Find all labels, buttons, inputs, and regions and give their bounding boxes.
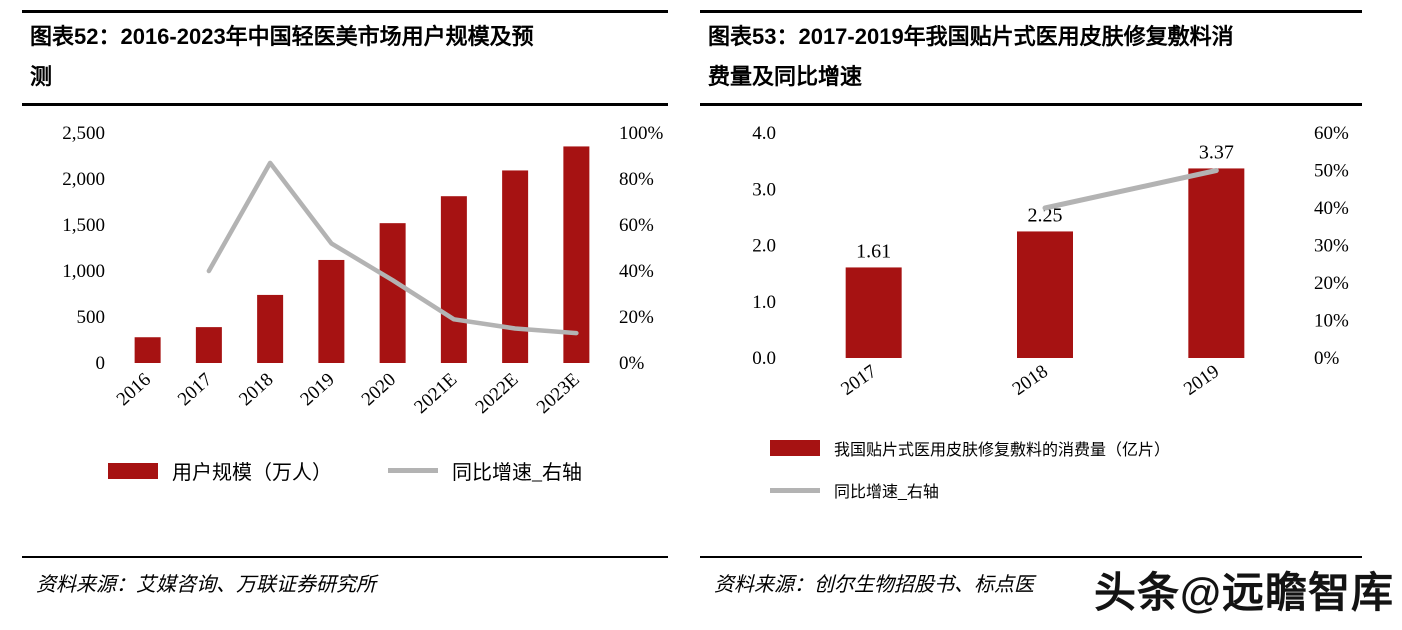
bar [379,223,406,363]
y-right-tick: 20% [1314,273,1349,294]
figure52-title-line2: 测 [30,64,53,89]
figure53-title-line2: 费量及同比增速 [708,64,863,89]
figure53-legend-bar-label: 我国贴片式医用皮肤修复敷料的消费量（亿片） [834,442,1171,459]
growth-rate-line [1042,168,1219,211]
y-left-tick: 0.0 [752,348,776,369]
bar [440,196,467,363]
x-tick: 2022E [472,369,523,418]
figure53-legend: 我国贴片式医用皮肤修复敷料的消费量（亿片） 同比增速_右轴 [770,436,1362,502]
bar-series-swatch [108,462,158,479]
bar [502,170,529,363]
figure53-title: 图表53：2017-2019年我国贴片式医用皮肤修复敷料消 费量及同比增速 [700,13,1362,103]
y-left-tick: 1,500 [62,215,105,236]
line-series-swatch [388,468,438,473]
watermark: 头条@远瞻智库 [1094,569,1394,616]
growth-rate-line [206,160,579,336]
y-right-tick: 100% [619,123,664,144]
y-left-tick: 4.0 [752,123,776,144]
figure52-source: 资料来源：艾媒咨询、万联证券研究所 [36,574,376,596]
y-left-tick: 2,000 [62,169,105,190]
x-tick: 2023E [533,369,584,418]
y-right-tick: 20% [619,307,654,328]
x-tick: 2017 [174,369,216,410]
figure53-legend-line-item: 同比增速_右轴 [770,478,1362,502]
figure52-title-line1: 图表52：2016-2023年中国轻医美市场用户规模及预 [30,24,534,49]
bar [257,294,284,363]
figure53-chart: 0.0 1.0 2.0 3.0 4.0 0% 10% 20% 30% 40% 50% 60% 2017 2… [752,123,1349,400]
y-right-tick: 60% [619,215,654,236]
x-tick: 2018 [1009,361,1052,400]
y-right-tick: 60% [1314,123,1349,144]
x-tick: 2016 [113,369,155,410]
figure52-chart: 0 500 1,000 1,500 2,000 2,500 0% 20% 40% 60% 80% 10… [62,123,664,418]
bar [845,267,902,358]
x-tick: 2019 [1180,361,1223,400]
figure53-title-rule [700,103,1362,106]
x-tick: 2020 [358,369,400,410]
y-right-tick: 80% [619,169,654,190]
figure52-footer: 资料来源：艾媒咨询、万联证券研究所 [22,556,668,597]
y-right-tick: 40% [619,261,654,282]
y-left-tick: 2.0 [752,236,776,257]
figure53-panel: 图表53：2017-2019年我国贴片式医用皮肤修复敷料消 费量及同比增速 0.… [700,10,1362,620]
figure53-title-line1: 图表53：2017-2019年我国贴片式医用皮肤修复敷料消 [708,24,1234,49]
y-left-tick: 2,500 [62,123,105,144]
figure53-footer: 资料来源：创尔生物招股书、标点医 [700,556,1362,597]
figure52-source-divider [22,556,668,558]
y-right-tick: 40% [1314,198,1349,219]
x-tick: 2021E [410,369,461,418]
bar-value-label: 3.37 [1199,141,1234,163]
figure52-title: 图表52：2016-2023年中国轻医美市场用户规模及预 测 [22,13,668,103]
figure52-top-rule [22,10,668,13]
x-tick: 2018 [235,369,277,410]
figure52-legend: 用户规模（万人） 同比增速_右轴 [22,456,668,485]
x-tick: 2017 [837,361,880,400]
y-left-tick: 1,000 [62,261,105,282]
y-right-tick: 30% [1314,236,1349,257]
bar [195,327,222,363]
figure53-legend-line-label: 同比增速_右轴 [834,484,939,501]
figure52-legend-line-label: 同比增速_右轴 [452,462,582,484]
figure52-legend-bar-label: 用户规模（万人） [172,462,332,484]
figure53-top-rule [700,10,1362,13]
figure53-source-divider [700,556,1362,558]
figure52-panel: 图表52：2016-2023年中国轻医美市场用户规模及预 测 0 500 1,000… [22,10,668,620]
y-right-tick: 0% [619,353,645,374]
y-right-tick: 10% [1314,311,1349,332]
figure52-legend-bar-item: 用户规模（万人） [108,456,332,485]
bar [134,337,161,363]
bar [1188,168,1245,358]
bar-value-label: 1.61 [856,240,891,262]
y-left-tick: 500 [77,307,106,328]
bar [563,146,590,363]
y-left-tick: 3.0 [752,179,776,200]
figure52-legend-line-item: 同比增速_右轴 [388,456,582,485]
y-left-tick: 1.0 [752,292,776,313]
figure53-source: 资料来源：创尔生物招股书、标点医 [714,574,1034,596]
line-series-swatch [770,487,820,493]
y-right-tick: 50% [1314,161,1349,182]
bar-series-swatch [770,440,820,456]
figure52-title-rule [22,103,668,106]
bar-value-label: 2.25 [1028,204,1063,226]
bar [318,259,345,363]
y-right-tick: 0% [1314,348,1340,369]
y-left-tick: 0 [96,353,106,374]
x-tick: 2019 [296,369,338,410]
bar [1017,231,1073,358]
figure53-legend-bar-item: 我国贴片式医用皮肤修复敷料的消费量（亿片） [770,436,1362,460]
